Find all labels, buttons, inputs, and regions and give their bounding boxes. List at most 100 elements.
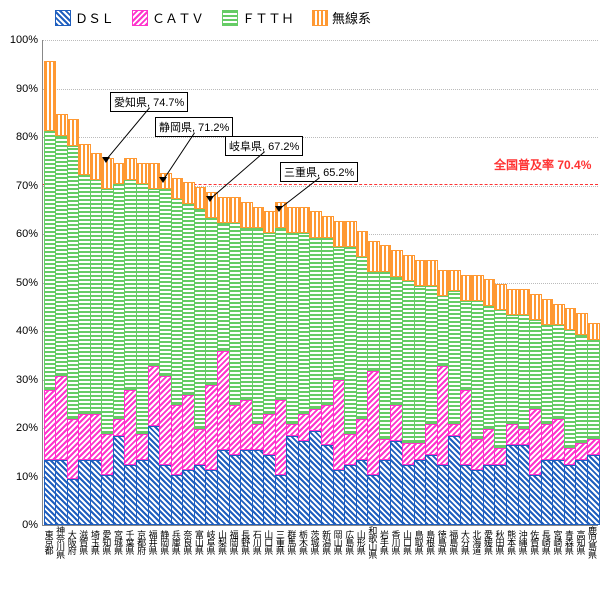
xtick-label: 愛媛県 bbox=[481, 526, 493, 558]
xtick-label: 青森県 bbox=[562, 526, 574, 558]
ytick-label: 10% bbox=[16, 471, 38, 483]
bar-column bbox=[494, 284, 505, 525]
xtick-label: 富山県 bbox=[192, 526, 204, 558]
bar-column bbox=[101, 158, 112, 525]
bar-column bbox=[136, 163, 147, 525]
ytick-label: 50% bbox=[16, 277, 38, 289]
callout-arrow bbox=[275, 206, 283, 212]
bar-column bbox=[575, 313, 586, 525]
bar-seg-ftth bbox=[587, 340, 600, 439]
legend-item-catv: ＣＡＴＶ bbox=[132, 8, 204, 27]
dsl-swatch bbox=[55, 10, 71, 26]
xtick-label: 佐賀県 bbox=[528, 526, 540, 558]
catv-swatch bbox=[132, 10, 148, 26]
reference-line-label: 全国普及率 70.4% bbox=[492, 156, 593, 173]
xtick-label: 和歌山県 bbox=[366, 526, 378, 558]
bar-column bbox=[425, 260, 436, 525]
bar-column bbox=[356, 231, 367, 525]
bar-column bbox=[471, 275, 482, 525]
xtick-label: 秋田県 bbox=[493, 526, 505, 558]
bar-column bbox=[309, 211, 320, 525]
xtick-label: 福島県 bbox=[447, 526, 459, 558]
callout-box: 岐阜県, 67.2% bbox=[225, 136, 303, 156]
xtick-label: 広島県 bbox=[343, 526, 355, 558]
legend-item-dsl: ＤＳＬ bbox=[55, 8, 114, 27]
xtick-label: 岡山県 bbox=[331, 526, 343, 558]
bar-column bbox=[344, 221, 355, 525]
ytick-label: 40% bbox=[16, 325, 38, 337]
bar-column bbox=[217, 197, 228, 525]
bar-column bbox=[541, 299, 552, 525]
xtick-label: 滋賀県 bbox=[77, 526, 89, 558]
xtick-label: 栃木県 bbox=[296, 526, 308, 558]
ytick-label: 90% bbox=[16, 83, 38, 95]
bar-column bbox=[263, 211, 274, 525]
x-axis-labels: 東京都神奈川県大阪府滋賀県埼玉県愛知県宮城県千葉県京都府福井県静岡県兵庫県奈良県… bbox=[42, 526, 597, 558]
xtick-label: 鳥取県 bbox=[412, 526, 424, 558]
plot-area bbox=[42, 40, 598, 526]
xtick-label: 島根県 bbox=[424, 526, 436, 558]
xtick-label: 茨城県 bbox=[308, 526, 320, 558]
ftth-swatch bbox=[222, 10, 238, 26]
bar-column bbox=[333, 221, 344, 525]
legend-label: ＦＴＴＨ bbox=[242, 8, 294, 27]
callout-box: 三重県, 65.2% bbox=[280, 162, 358, 182]
bar-column bbox=[171, 178, 182, 525]
xtick-label: 群馬県 bbox=[285, 526, 297, 558]
legend-item-wireless: 無線系 bbox=[312, 8, 371, 27]
bar-column bbox=[229, 197, 240, 525]
bar-column bbox=[113, 163, 124, 525]
bar-column bbox=[448, 270, 459, 525]
bar-column bbox=[587, 323, 598, 525]
bar-column bbox=[67, 119, 78, 525]
bar-column bbox=[55, 114, 66, 525]
xtick-label: 神奈川県 bbox=[54, 526, 66, 558]
chart-root: ＤＳＬＣＡＴＶＦＴＴＨ無線系 全国普及率 70.4% 0%10%20%30%40… bbox=[0, 0, 600, 599]
bar-column bbox=[240, 202, 251, 525]
bar-column bbox=[564, 308, 575, 525]
bar-column bbox=[90, 153, 101, 525]
xtick-label: 岩手県 bbox=[377, 526, 389, 558]
bar-column bbox=[460, 275, 471, 525]
legend: ＤＳＬ ＣＡＴＶ ＦＴＴＨ 無線系 bbox=[55, 8, 371, 27]
bar-column bbox=[298, 207, 309, 525]
xtick-label: 福井県 bbox=[146, 526, 158, 558]
xtick-label: 兵庫県 bbox=[169, 526, 181, 558]
bar-column bbox=[252, 207, 263, 525]
bar-column bbox=[194, 187, 205, 525]
bars-container bbox=[43, 40, 598, 525]
xtick-label: 愛知県 bbox=[100, 526, 112, 558]
bar-column bbox=[182, 182, 193, 525]
xtick-label: 長野県 bbox=[239, 526, 251, 558]
legend-label: ＤＳＬ bbox=[75, 8, 114, 27]
legend-item-ftth: ＦＴＴＨ bbox=[222, 8, 294, 27]
ytick-label: 60% bbox=[16, 228, 38, 240]
bar-column bbox=[552, 304, 563, 525]
xtick-label: 三重県 bbox=[273, 526, 285, 558]
callout-arrow bbox=[206, 196, 214, 202]
bar-column bbox=[529, 294, 540, 525]
bar-column bbox=[402, 255, 413, 525]
ytick-label: 0% bbox=[22, 519, 38, 531]
bar-seg-catv bbox=[587, 439, 600, 456]
xtick-label: 山口県 bbox=[400, 526, 412, 558]
bar-column bbox=[205, 192, 216, 525]
xtick-label: 岐阜県 bbox=[204, 526, 216, 558]
legend-label: 無線系 bbox=[332, 8, 371, 27]
xtick-label: 東京都 bbox=[42, 526, 54, 558]
ytick-label: 80% bbox=[16, 131, 38, 143]
xtick-label: 石川県 bbox=[250, 526, 262, 558]
xtick-label: 宮崎県 bbox=[551, 526, 563, 558]
xtick-label: 大阪府 bbox=[65, 526, 77, 558]
bar-column bbox=[483, 279, 494, 525]
bar-seg-wireless bbox=[67, 119, 80, 145]
ytick-label: 30% bbox=[16, 374, 38, 386]
bar-column bbox=[321, 216, 332, 525]
xtick-label: 山形県 bbox=[354, 526, 366, 558]
bar-column bbox=[275, 202, 286, 525]
xtick-label: 北海道 bbox=[470, 526, 482, 558]
ytick-label: 70% bbox=[16, 180, 38, 192]
xtick-label: 大分県 bbox=[458, 526, 470, 558]
xtick-label: 山梨県 bbox=[215, 526, 227, 558]
xtick-label: 徳島県 bbox=[435, 526, 447, 558]
